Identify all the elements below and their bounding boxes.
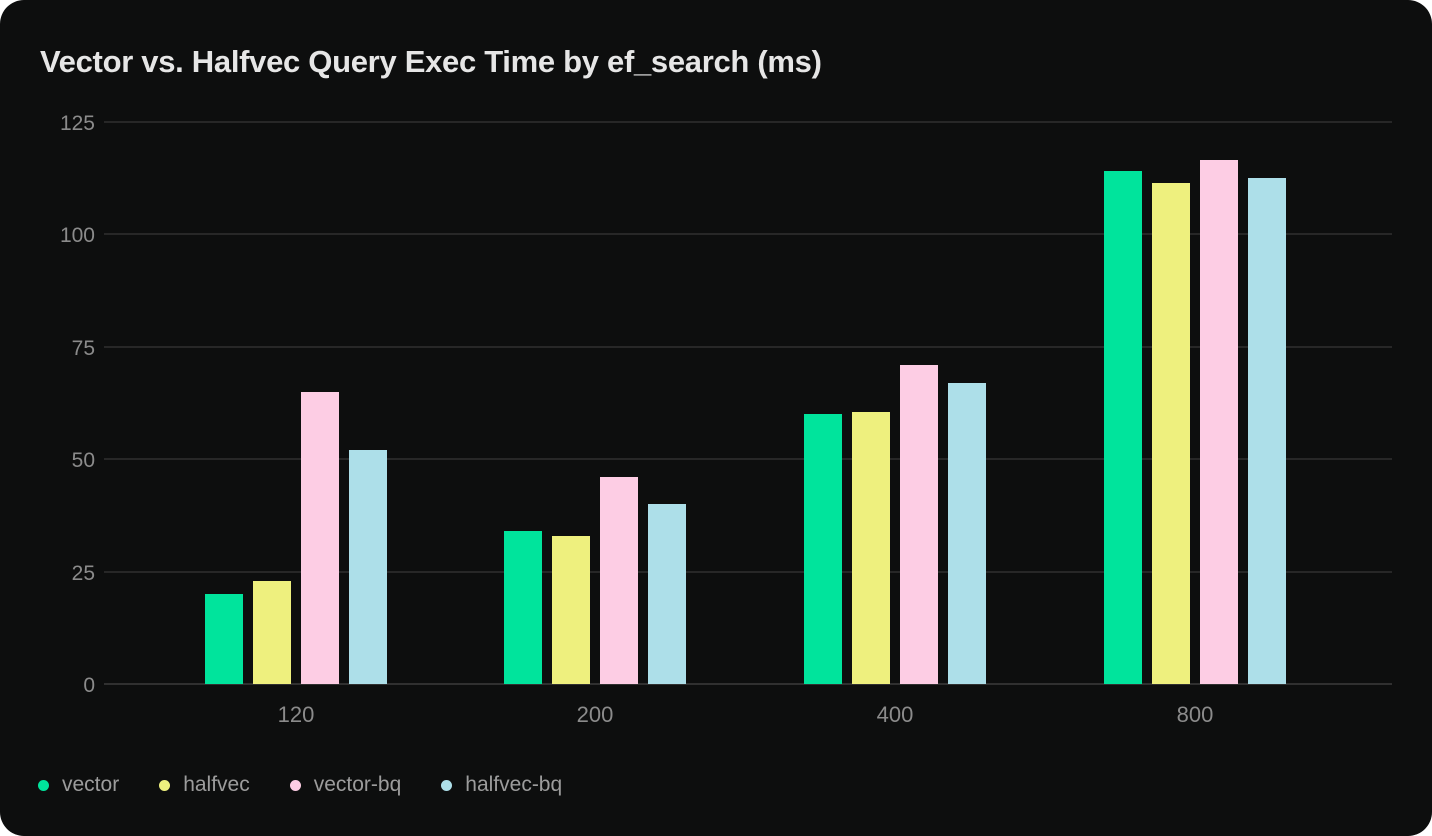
bar-vector-bq-200[interactable] bbox=[599, 477, 638, 684]
y-axis-tick-label: 25 bbox=[71, 561, 95, 585]
legend-label: vector-bq bbox=[313, 773, 402, 796]
bar-halfvec-400[interactable] bbox=[852, 411, 891, 684]
bar-vector-bq-800[interactable] bbox=[1199, 160, 1238, 684]
bar-vector-400[interactable] bbox=[804, 414, 843, 684]
chart-title: Vector vs. Halfvec Query Exec Time by ef… bbox=[40, 44, 822, 79]
x-axis-tick-label: 200 bbox=[576, 702, 614, 727]
bar-halfvec-800[interactable] bbox=[1152, 182, 1191, 684]
x-axis-tick-label: 120 bbox=[277, 702, 315, 727]
x-axis-tick-label: 800 bbox=[1176, 702, 1214, 727]
gridline-y-25 bbox=[104, 570, 1392, 573]
bar-halfvec-bq-200[interactable] bbox=[647, 504, 686, 684]
x-axis-tick-label: 400 bbox=[876, 702, 914, 727]
y-axis-tick-label: 125 bbox=[59, 112, 95, 135]
legend-label: halfvec bbox=[183, 773, 250, 796]
legend-label: vector bbox=[62, 773, 120, 796]
bar-halfvec-bq-120[interactable] bbox=[348, 450, 387, 684]
bar-vector-800[interactable] bbox=[1104, 171, 1143, 684]
y-axis-tick-label: 100 bbox=[59, 224, 95, 248]
gridline-y-50 bbox=[104, 458, 1392, 461]
gridline-y-125 bbox=[104, 121, 1392, 123]
legend-label: halfvec-bq bbox=[465, 773, 563, 796]
bar-vector-200[interactable] bbox=[504, 531, 543, 684]
legend: vector halfvec vector-bq halfvec-bq bbox=[38, 770, 562, 800]
legend-dot-icon bbox=[38, 779, 49, 791]
gridline-y-75 bbox=[104, 345, 1392, 348]
bar-halfvec-120[interactable] bbox=[253, 580, 292, 684]
bar-vector-bq-120[interactable] bbox=[300, 391, 339, 684]
y-axis-tick-label: 50 bbox=[71, 449, 95, 473]
legend-dot-icon bbox=[159, 779, 171, 791]
bar-halfvec-200[interactable] bbox=[552, 535, 591, 684]
bar-halfvec-bq-400[interactable] bbox=[947, 382, 986, 684]
legend-item-vector-bq[interactable]: vector-bq bbox=[289, 772, 402, 798]
legend-item-vector[interactable]: vector bbox=[38, 772, 119, 798]
legend-dot-icon bbox=[289, 779, 301, 791]
y-axis-tick-label: 0 bbox=[83, 674, 95, 697]
legend-item-halfvec[interactable]: halfvec bbox=[159, 772, 250, 798]
legend-item-halfvec-bq[interactable]: halfvec-bq bbox=[441, 772, 562, 798]
bar-vector-120[interactable] bbox=[205, 594, 244, 684]
bar-vector-bq-400[interactable] bbox=[899, 364, 938, 684]
gridline-y-0 bbox=[104, 683, 1392, 685]
gridline-y-100 bbox=[104, 233, 1392, 236]
bar-halfvec-bq-800[interactable] bbox=[1247, 178, 1286, 684]
y-axis-tick-label: 75 bbox=[71, 336, 95, 360]
legend-dot-icon bbox=[441, 779, 453, 791]
